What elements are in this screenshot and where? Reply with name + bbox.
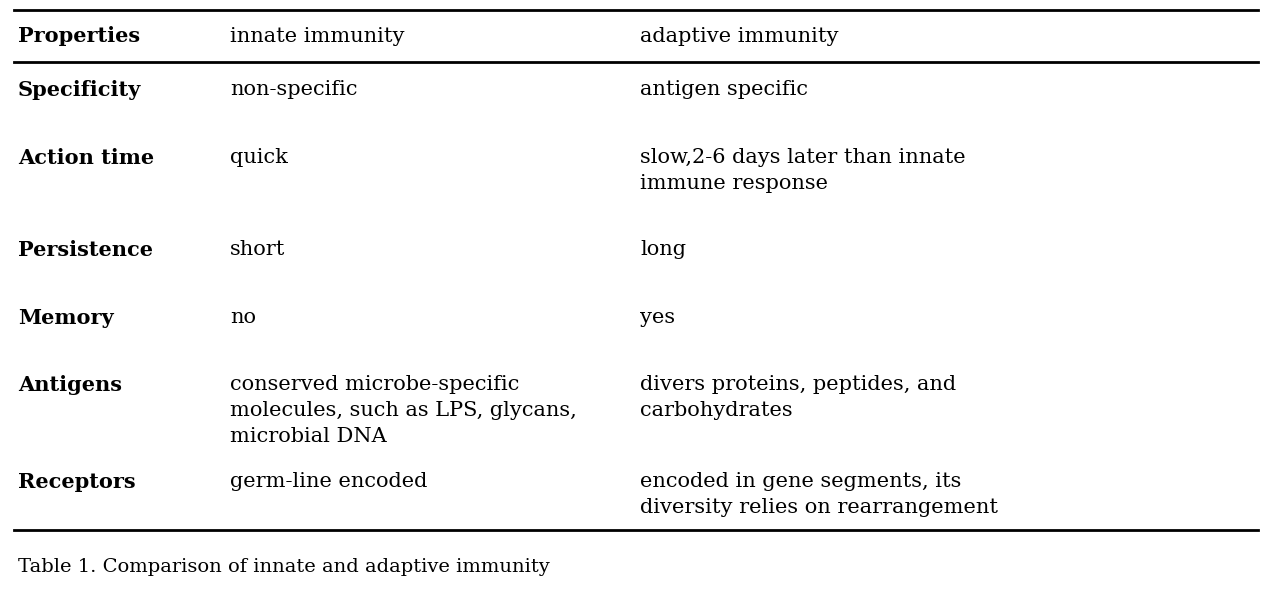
- Text: Antigens: Antigens: [18, 375, 122, 395]
- Text: Persistence: Persistence: [18, 240, 153, 260]
- Text: germ-line encoded: germ-line encoded: [230, 472, 427, 491]
- Text: long: long: [640, 240, 686, 259]
- Text: no: no: [230, 308, 256, 327]
- Text: adaptive immunity: adaptive immunity: [640, 27, 838, 46]
- Text: quick: quick: [230, 148, 287, 167]
- Text: short: short: [230, 240, 285, 259]
- Text: innate immunity: innate immunity: [230, 27, 404, 46]
- Text: divers proteins, peptides, and
carbohydrates: divers proteins, peptides, and carbohydr…: [640, 375, 957, 420]
- Text: Memory: Memory: [18, 308, 113, 328]
- Text: encoded in gene segments, its
diversity relies on rearrangement: encoded in gene segments, its diversity …: [640, 472, 999, 517]
- Text: Specificity: Specificity: [18, 80, 141, 100]
- Text: yes: yes: [640, 308, 675, 327]
- Text: slow,2-6 days later than innate
immune response: slow,2-6 days later than innate immune r…: [640, 148, 965, 192]
- Text: Receptors: Receptors: [18, 472, 136, 492]
- Text: antigen specific: antigen specific: [640, 80, 808, 99]
- Text: Table 1. Comparison of innate and adaptive immunity: Table 1. Comparison of innate and adapti…: [18, 558, 550, 576]
- Text: Properties: Properties: [18, 26, 140, 46]
- Text: non-specific: non-specific: [230, 80, 357, 99]
- Text: Action time: Action time: [18, 148, 154, 168]
- Text: conserved microbe-specific
molecules, such as LPS, glycans,
microbial DNA: conserved microbe-specific molecules, su…: [230, 375, 576, 446]
